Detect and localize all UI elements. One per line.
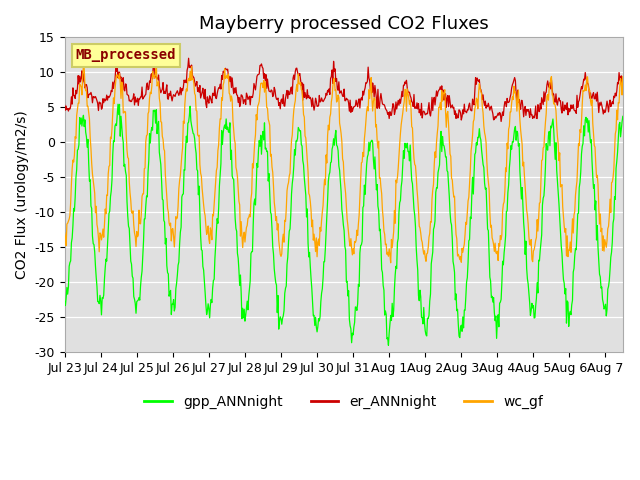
Y-axis label: CO2 Flux (urology/m2/s): CO2 Flux (urology/m2/s)	[15, 110, 29, 279]
Legend: gpp_ANNnight, er_ANNnight, wc_gf: gpp_ANNnight, er_ANNnight, wc_gf	[139, 389, 548, 415]
Title: Mayberry processed CO2 Fluxes: Mayberry processed CO2 Fluxes	[199, 15, 488, 33]
Text: MB_processed: MB_processed	[76, 48, 176, 62]
